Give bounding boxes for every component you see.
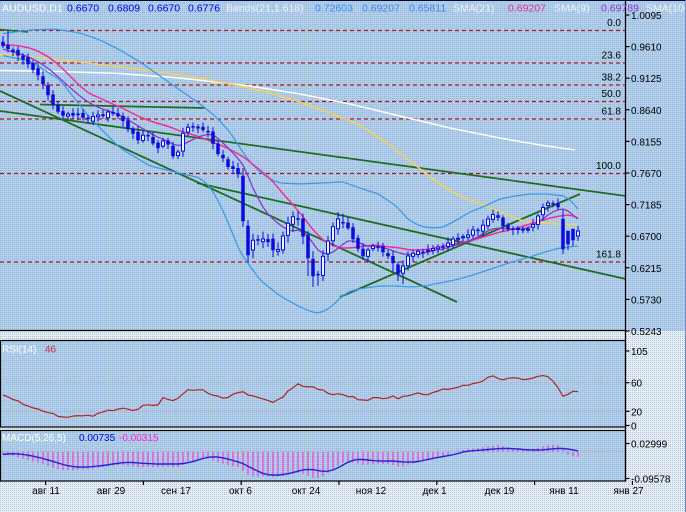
svg-text:0.65811: 0.65811 bbox=[409, 3, 446, 15]
svg-text:-0.09578: -0.09578 bbox=[631, 475, 671, 486]
svg-text:0.69207: 0.69207 bbox=[362, 3, 400, 15]
svg-text:AUDUSD,D1: AUDUSD,D1 bbox=[2, 3, 63, 15]
svg-text:23.6: 23.6 bbox=[602, 51, 622, 62]
svg-text:0.9125: 0.9125 bbox=[631, 74, 662, 85]
svg-text:0.8640: 0.8640 bbox=[631, 106, 662, 117]
svg-text:0.69789: 0.69789 bbox=[601, 3, 639, 15]
svg-text:0.5243: 0.5243 bbox=[631, 327, 662, 338]
svg-text:0.00735: 0.00735 bbox=[79, 433, 116, 444]
svg-text:ноя 12: ноя 12 bbox=[356, 486, 387, 497]
svg-text:20: 20 bbox=[631, 407, 643, 418]
svg-text:0.6670: 0.6670 bbox=[148, 3, 180, 15]
svg-text:0.0: 0.0 bbox=[607, 18, 621, 29]
svg-text:0.6215: 0.6215 bbox=[631, 264, 662, 275]
svg-text:0.72603: 0.72603 bbox=[315, 3, 353, 15]
svg-text:RSI(14): RSI(14) bbox=[2, 345, 36, 356]
svg-text:38.2: 38.2 bbox=[602, 73, 622, 84]
svg-text:0.02999: 0.02999 bbox=[631, 440, 668, 451]
svg-text:Bands(21,1.618): Bands(21,1.618) bbox=[226, 3, 304, 15]
svg-text:сен 17: сен 17 bbox=[161, 486, 191, 497]
svg-text:окт 24: окт 24 bbox=[292, 486, 321, 497]
svg-text:0.6809: 0.6809 bbox=[108, 3, 140, 15]
svg-text:янв 27: янв 27 bbox=[613, 486, 644, 497]
svg-text:0.7670: 0.7670 bbox=[631, 169, 662, 180]
svg-text:46: 46 bbox=[45, 345, 57, 356]
svg-text:0.6776: 0.6776 bbox=[188, 3, 220, 15]
svg-text:авг 11: авг 11 bbox=[32, 486, 60, 497]
svg-text:SMA(100): SMA(100) bbox=[646, 3, 686, 15]
svg-text:0.5730: 0.5730 bbox=[631, 295, 662, 306]
svg-text:0.8155: 0.8155 bbox=[631, 137, 662, 148]
svg-text:1.0095: 1.0095 bbox=[631, 11, 662, 22]
svg-text:50.0: 50.0 bbox=[602, 89, 622, 100]
svg-text:0.6700: 0.6700 bbox=[631, 232, 662, 243]
svg-text:авг 29: авг 29 bbox=[97, 486, 126, 497]
svg-text:MACD(5,26,5): MACD(5,26,5) bbox=[2, 433, 66, 444]
svg-text:60: 60 bbox=[631, 379, 643, 390]
svg-text:161.8: 161.8 bbox=[596, 250, 621, 261]
svg-text:0: 0 bbox=[631, 422, 637, 433]
svg-text:61.8: 61.8 bbox=[602, 107, 622, 118]
svg-text:дек 1: дек 1 bbox=[422, 486, 447, 497]
svg-text:100.0: 100.0 bbox=[596, 161, 621, 172]
svg-text:0.9610: 0.9610 bbox=[631, 43, 662, 54]
svg-text:0.7185: 0.7185 bbox=[631, 201, 662, 212]
svg-text:0.69207: 0.69207 bbox=[508, 3, 546, 15]
svg-text:-0.00315: -0.00315 bbox=[119, 433, 159, 444]
svg-text:0.6670: 0.6670 bbox=[67, 3, 99, 15]
svg-text:дек 19: дек 19 bbox=[485, 486, 515, 497]
svg-text:окт 6: окт 6 bbox=[229, 486, 252, 497]
svg-text:SMA(21): SMA(21) bbox=[453, 3, 494, 15]
svg-text:SMA(9): SMA(9) bbox=[554, 3, 590, 15]
svg-text:янв 11: янв 11 bbox=[549, 486, 579, 497]
svg-text:105: 105 bbox=[631, 347, 648, 358]
